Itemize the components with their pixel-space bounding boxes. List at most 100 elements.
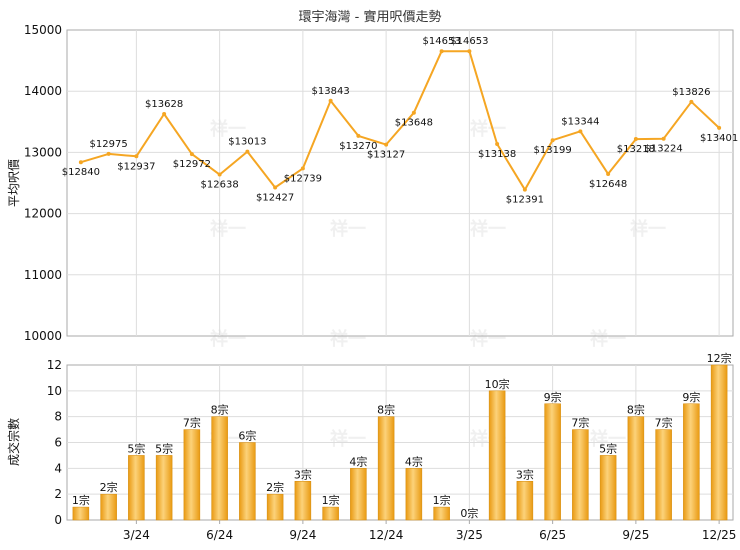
price-point (495, 141, 500, 146)
volume-bar (544, 403, 561, 521)
volume-bar (405, 468, 423, 521)
price-y-tick-label: 11000 (24, 268, 62, 282)
volume-data-label: 5宗 (599, 441, 617, 455)
volume-data-label: 5宗 (155, 441, 173, 455)
volume-panel: 0 2 4 6 8 10 12 成交宗數 1宗 2宗 5宗 5宗 7宗 8宗 6宗 2宗 3宗 1宗 4宗 8宗 4… (6, 351, 736, 542)
price-y-tick-label: 12000 (24, 207, 62, 221)
price-point (245, 149, 250, 154)
x-axis: 3/24 6/24 9/24 12/24 3/25 6/25 9/25 12/25 (123, 520, 737, 542)
volume-bar (683, 403, 700, 521)
volume-bar (294, 481, 312, 521)
price-data-label: $13843 (312, 86, 350, 97)
chart-title: 環宇海灣 - 實用呎價走勢 (299, 9, 442, 25)
volume-data-label: 3宗 (516, 467, 534, 481)
volume-bar (627, 416, 645, 521)
volume-data-label: 0宗 (460, 506, 478, 520)
volume-data-label: 5宗 (127, 441, 145, 455)
price-y-tick-label: 13000 (24, 145, 62, 159)
x-tick-label: 9/24 (289, 528, 316, 542)
price-point (217, 172, 222, 177)
price-data-label: $12937 (117, 161, 155, 172)
watermark-text: 祥一 (470, 328, 506, 350)
volume-bar (322, 506, 339, 521)
volume-bar (211, 416, 228, 521)
volume-data-labels: 1宗 2宗 5宗 5宗 7宗 8宗 6宗 2宗 3宗 1宗 4宗 8宗 4宗 1宗 0宗 10宗 3宗 9宗 7宗 5… (72, 351, 732, 520)
volume-data-label: 10宗 (485, 377, 510, 391)
x-tick-label: 3/25 (456, 528, 483, 542)
price-data-label: $13127 (367, 150, 405, 161)
price-data-label: $12648 (589, 179, 627, 190)
price-y-axis-label: 平均呎價 (7, 159, 21, 207)
volume-bar (572, 429, 589, 521)
volume-data-label: 1宗 (322, 493, 340, 507)
price-data-label: $13648 (395, 118, 433, 129)
volume-data-label: 7宗 (183, 416, 201, 430)
price-point (522, 187, 527, 192)
price-point (384, 142, 389, 147)
price-data-label: $13218 (617, 144, 655, 155)
price-point (78, 160, 83, 165)
x-tick-label: 9/25 (622, 528, 649, 542)
price-y-tick-label: 10000 (24, 329, 62, 343)
x-tick-label: 6/25 (539, 528, 566, 542)
price-point (578, 129, 583, 134)
price-data-label: $13344 (561, 116, 599, 127)
price-data-label: $12427 (256, 192, 294, 203)
volume-y-axis-label: 成交宗數 (6, 418, 21, 466)
watermark-text: 祥一 (470, 218, 506, 240)
volume-bar (239, 442, 256, 521)
watermark-text: 祥一 (210, 328, 246, 350)
price-point (356, 133, 361, 138)
volume-bar (155, 455, 173, 521)
price-data-label: $13628 (145, 99, 183, 110)
price-grid (67, 30, 733, 336)
watermark-text: 祥一 (210, 118, 246, 140)
volume-data-label: 9宗 (544, 390, 562, 404)
volume-data-label: 8宗 (627, 403, 645, 417)
volume-y-tick-label: 10 (47, 384, 62, 398)
volume-data-label: 8宗 (211, 403, 229, 417)
watermark-text: 祥一 (470, 118, 506, 140)
watermark-text: 祥一 (330, 428, 366, 450)
price-data-label: $12975 (90, 139, 128, 150)
volume-y-tick-label: 12 (47, 358, 62, 372)
price-point (273, 185, 278, 190)
volume-data-label: 1宗 (433, 493, 451, 507)
price-series (78, 49, 722, 192)
price-y-axis: 10000 11000 12000 13000 14000 15000 (24, 23, 62, 343)
volume-data-label: 8宗 (377, 403, 395, 417)
volume-bar (72, 506, 90, 521)
volume-data-label: 4宗 (405, 454, 423, 468)
volume-bar (488, 390, 506, 521)
price-point (550, 138, 555, 143)
volume-bar (100, 493, 117, 521)
volume-bar (516, 481, 534, 521)
price-line (80, 50, 720, 191)
x-tick-label: 6/24 (206, 528, 233, 542)
volume-data-label: 1宗 (72, 493, 90, 507)
price-point (661, 136, 666, 141)
volume-bar (183, 429, 201, 521)
price-point (439, 49, 444, 54)
price-point (328, 98, 333, 103)
volume-data-label: 12宗 (707, 351, 732, 365)
volume-bar (377, 416, 395, 521)
volume-bar (655, 429, 672, 521)
price-data-label: $12638 (201, 180, 239, 191)
price-data-label: $13138 (478, 149, 516, 160)
price-point (411, 110, 416, 115)
volume-data-label: 7宗 (571, 416, 589, 430)
price-data-label: $13224 (645, 144, 683, 155)
price-point (162, 111, 167, 116)
price-data-labels: $12840 $12975 $12937 $13628 $12972 $12638 $130… (62, 36, 738, 205)
price-point (189, 152, 194, 157)
watermark-text: 祥一 (330, 218, 366, 240)
price-panel: 10000 11000 12000 13000 14000 15000 平均呎價 $128… (7, 23, 738, 343)
price-plot-frame (66, 29, 734, 337)
x-tick-label: 12/25 (702, 528, 737, 542)
price-point (689, 99, 694, 104)
price-point (467, 49, 472, 54)
price-y-tick-label: 15000 (24, 23, 62, 37)
price-data-label: $13826 (672, 87, 710, 98)
